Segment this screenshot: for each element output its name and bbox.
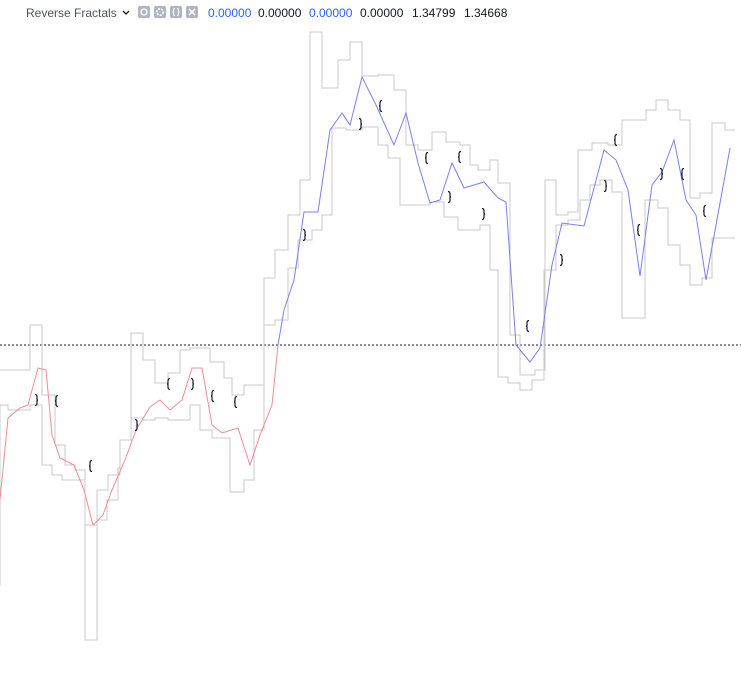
indicator-value: 0.00000 [208, 6, 252, 20]
fractal-up [88, 460, 93, 472]
indicator-value: 1.34799 [412, 6, 456, 20]
fractal-down [481, 208, 486, 220]
braces-glyph [172, 7, 180, 17]
settings-icon[interactable] [154, 6, 166, 18]
indicator-value: 1.34668 [464, 6, 508, 20]
eye-icon[interactable] [138, 6, 150, 18]
fractal-down [190, 378, 195, 390]
fractal-down [447, 191, 452, 203]
fractal-down [134, 419, 139, 431]
toolbar-icons [138, 6, 198, 18]
oscillator-below [0, 344, 279, 526]
fractal-down [559, 254, 564, 266]
lower-band [0, 126, 735, 641]
indicator-value: 0.00000 [309, 6, 353, 20]
fractal-up [166, 378, 171, 390]
fractal-up [424, 152, 429, 164]
indicator-title[interactable]: Reverse Fractals [26, 6, 117, 20]
oscillator-above [277, 75, 731, 363]
fractal-up [457, 151, 462, 163]
fractal-up [702, 205, 707, 217]
fractal-down [302, 229, 307, 241]
eye-glyph [140, 8, 148, 16]
fractal-up [233, 396, 238, 408]
indicator-value: 0.00000 [360, 6, 404, 20]
fractal-up [378, 100, 383, 112]
fractal-up [210, 390, 215, 402]
indicator-value: 0.00000 [258, 6, 302, 20]
fractal-up [636, 224, 641, 236]
fractal-markers [34, 100, 707, 472]
fractal-up [613, 134, 618, 146]
upper-band [0, 31, 735, 526]
x-glyph [188, 8, 196, 16]
fractal-down [603, 180, 608, 192]
chevron[interactable] [122, 10, 130, 15]
gear-glyph [156, 8, 165, 17]
fractal-up [525, 320, 530, 332]
source-icon[interactable] [170, 6, 182, 18]
fractal-down [34, 394, 39, 406]
